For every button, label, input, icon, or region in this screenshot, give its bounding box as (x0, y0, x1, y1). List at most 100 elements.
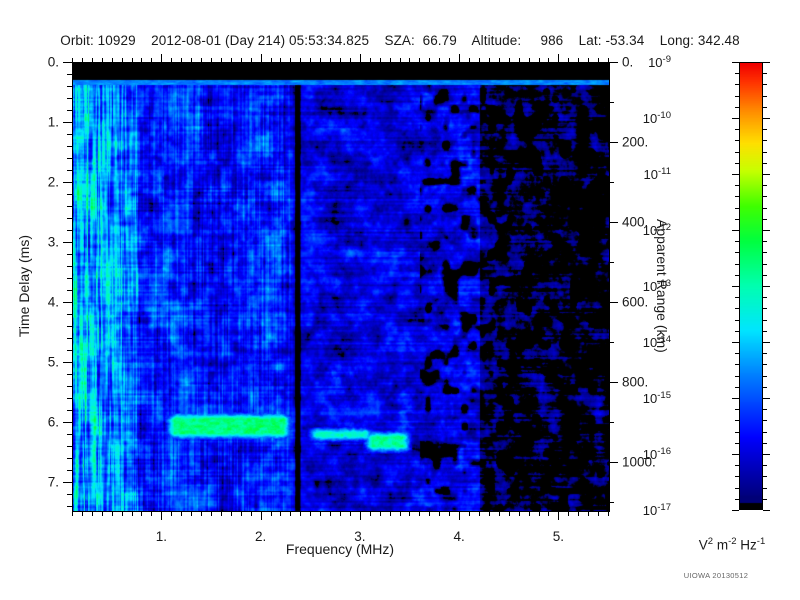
time-tick-label: 1. (47, 114, 59, 130)
colorbar-tick (735, 297, 739, 299)
apparent-range-axis: 0. 200. 400. 600. 800. 1000. (609, 0, 729, 600)
time-tick (63, 121, 72, 123)
frequency-tick-top (320, 58, 322, 63)
colorbar-gradient (739, 62, 763, 510)
time-tick (67, 457, 72, 459)
frequency-tick-top (250, 58, 252, 63)
time-tick (67, 109, 72, 111)
frequency-tick (171, 511, 173, 516)
frequency-tick (359, 511, 361, 520)
frequency-tick-top (210, 58, 212, 63)
range-tick (609, 302, 618, 303)
colorbar-tick (763, 252, 767, 254)
frequency-tick-top (131, 58, 133, 63)
colorbar-tick (763, 95, 767, 97)
frequency-tick-top (419, 58, 421, 63)
frequency-tick (608, 511, 609, 516)
time-tick (67, 337, 72, 339)
range-tick (609, 142, 618, 143)
time-tick (67, 493, 72, 495)
colorbar-tick-label: 10-12 (642, 221, 671, 239)
colorbar-tick-label: 10-13 (642, 277, 671, 295)
frequency-tick-top (508, 58, 510, 63)
colorbar-tick-label: 10-10 (642, 109, 671, 127)
time-tick (63, 62, 72, 63)
frequency-tick-top (141, 58, 143, 63)
colorbar-tick (735, 129, 739, 131)
time-tick (63, 301, 72, 303)
frequency-tick (528, 511, 530, 516)
frequency-tick-top (548, 58, 550, 63)
frequency-tick (399, 511, 401, 516)
time-tick-label: 2. (47, 174, 59, 190)
frequency-tick-top (310, 58, 312, 63)
time-tick (67, 325, 72, 327)
frequency-tick-top (220, 58, 222, 63)
colorbar-tick (763, 62, 770, 63)
time-tick (67, 409, 72, 411)
colorbar-tick (735, 420, 739, 422)
frequency-tick (439, 511, 441, 516)
credit-label: UIOWA 20130512 (683, 571, 749, 580)
frequency-tick-label: 3. (354, 529, 366, 544)
time-tick (63, 241, 72, 243)
colorbar-tick (763, 174, 770, 175)
frequency-tick (181, 511, 183, 516)
frequency-tick-top (488, 58, 490, 63)
time-tick (67, 133, 72, 135)
frequency-tick-top (161, 54, 163, 63)
frequency-tick-top (498, 58, 500, 63)
frequency-tick (191, 511, 193, 516)
colorbar-tick (735, 95, 739, 97)
colorbar-tick (763, 297, 767, 299)
frequency-tick (419, 511, 421, 516)
colorbar-tick (763, 230, 770, 231)
frequency-tick (121, 511, 123, 516)
frequency-tick-label: 1. (155, 529, 167, 544)
colorbar-tick (763, 118, 770, 119)
colorbar-tick (735, 252, 739, 254)
frequency-tick (72, 511, 73, 516)
colorbar-tick (735, 498, 739, 500)
colorbar-tick (763, 129, 767, 131)
spectrogram-panel (72, 62, 610, 512)
time-tick (67, 397, 72, 399)
frequency-tick (588, 511, 590, 516)
colorbar-tick (763, 487, 767, 489)
range-tick-label: 800. (622, 374, 649, 390)
time-tick (67, 73, 72, 75)
colorbar-tick-label: 10-16 (642, 445, 671, 463)
frequency-tick-top (91, 58, 93, 63)
colorbar: 10-9 10-10 10-11 10-12 10-13 10-14 10-15 10-16 1… (643, 54, 770, 518)
frequency-tick-top (429, 58, 431, 63)
frequency-axis: 1. 2. 3. 4. 5. (72, 511, 609, 571)
frequency-tick-top (578, 58, 580, 63)
frequency-tick (300, 511, 302, 516)
frequency-tick-top (478, 58, 480, 63)
time-tick (67, 169, 72, 171)
range-tick-label: 1000. (622, 454, 656, 470)
colorbar-tick (763, 263, 767, 265)
time-tick (67, 289, 72, 291)
frequency-tick (409, 511, 411, 516)
frequency-tick (111, 511, 113, 516)
colorbar-tick (735, 465, 739, 467)
frequency-tick-top (121, 58, 123, 63)
colorbar-tick (735, 196, 739, 198)
colorbar-tick (735, 308, 739, 310)
frequency-tick-top (101, 58, 103, 63)
frequency-tick-top (81, 58, 83, 63)
colorbar-tick (763, 498, 767, 500)
colorbar-tick-label: 10-14 (642, 333, 671, 351)
frequency-tick (320, 511, 322, 516)
frequency-tick-top (290, 58, 292, 63)
colorbar-tick (763, 151, 767, 153)
frequency-tick (508, 511, 510, 516)
frequency-tick-top (260, 54, 262, 63)
frequency-tick (240, 511, 242, 516)
colorbar-tick (735, 409, 739, 411)
frequency-tick-top (270, 58, 272, 63)
frequency-tick (220, 511, 222, 516)
frequency-tick-top (181, 58, 183, 63)
frequency-tick (250, 511, 252, 516)
